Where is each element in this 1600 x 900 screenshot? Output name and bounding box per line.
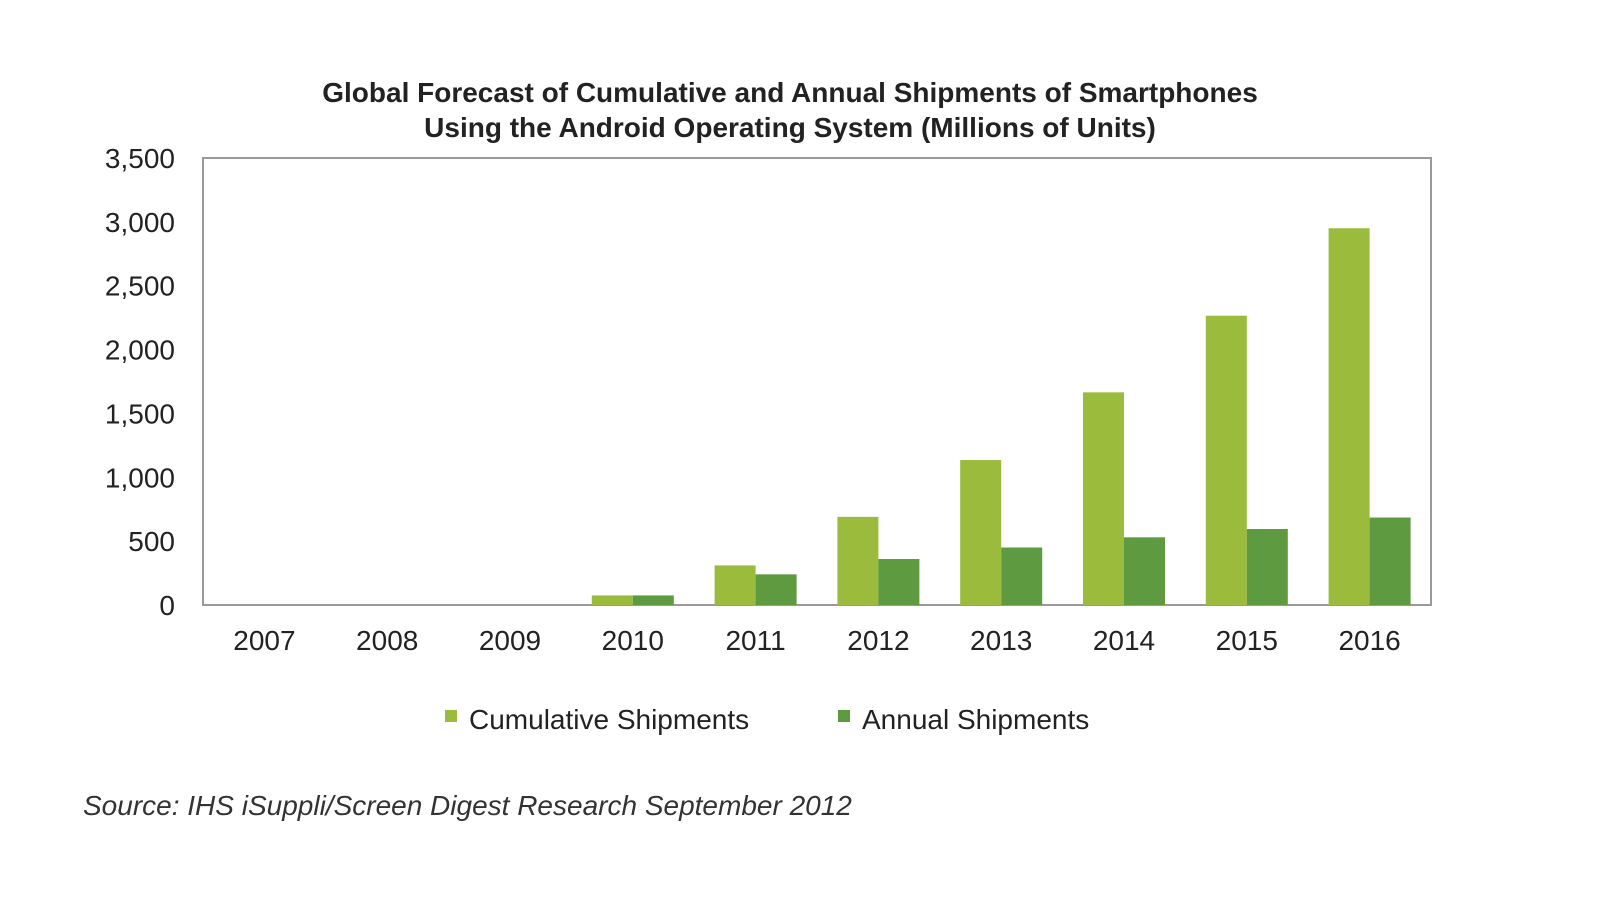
y-tick-label: 3,000 bbox=[105, 207, 175, 238]
chart-title-line-2: Using the Android Operating System (Mill… bbox=[424, 112, 1156, 143]
bar-cumulative-shipments-2010 bbox=[591, 595, 633, 605]
bar-cumulative-shipments-2015 bbox=[1205, 315, 1247, 605]
legend: Cumulative Shipments Annual Shipments bbox=[445, 704, 1089, 735]
bar-annual-shipments-2012 bbox=[878, 559, 920, 605]
x-tick-label: 2013 bbox=[970, 625, 1032, 656]
x-tick-label: 2016 bbox=[1338, 625, 1400, 656]
bar-cumulative-shipments-2014 bbox=[1083, 392, 1124, 605]
bar-cumulative-shipments-2012 bbox=[837, 516, 879, 605]
x-tick-label: 2011 bbox=[725, 625, 785, 656]
x-tick-label: 2010 bbox=[602, 625, 664, 656]
x-tick-label: 2012 bbox=[847, 625, 909, 656]
x-axis-ticks: 2007 2008 2009 2010 2011 2012 2013 2014 2015 2016 bbox=[233, 625, 1400, 656]
bar-cumulative-shipments-2016 bbox=[1328, 228, 1370, 605]
legend-swatch-cumulative-shipments bbox=[445, 710, 457, 722]
legend-label-cumulative-shipments: Cumulative Shipments bbox=[469, 704, 749, 735]
source-note: Source: IHS iSuppli/Screen Digest Resear… bbox=[83, 790, 852, 821]
y-tick-label: 0 bbox=[159, 590, 175, 621]
x-tick-label: 2014 bbox=[1093, 625, 1155, 656]
y-axis-ticks: 0 500 1,000 1,500 2,000 2,500 3,000 3,500 bbox=[105, 143, 175, 621]
bar-annual-shipments-2011 bbox=[755, 574, 797, 605]
y-tick-label: 3,500 bbox=[105, 143, 175, 174]
x-tick-label: 2008 bbox=[356, 625, 418, 656]
y-tick-label: 2,500 bbox=[105, 271, 175, 302]
y-tick-label: 2,000 bbox=[105, 335, 175, 366]
legend-swatch-annual-shipments bbox=[838, 710, 850, 722]
bar-annual-shipments-2013 bbox=[1001, 547, 1043, 605]
bar-cumulative-shipments-2013 bbox=[960, 460, 1002, 605]
plot-area-frame bbox=[202, 157, 1432, 606]
bar-annual-shipments-2016 bbox=[1369, 517, 1411, 605]
y-tick-label: 1,500 bbox=[105, 398, 175, 429]
x-tick-label: 2009 bbox=[479, 625, 541, 656]
y-tick-label: 500 bbox=[128, 526, 175, 557]
bar-annual-shipments-2014 bbox=[1124, 537, 1165, 605]
bar-cumulative-shipments-2011 bbox=[714, 565, 756, 605]
chart-title: Global Forecast of Cumulative and Annual… bbox=[322, 77, 1258, 143]
y-tick-label: 1,000 bbox=[105, 462, 175, 493]
x-tick-label: 2007 bbox=[233, 625, 295, 656]
bar-annual-shipments-2015 bbox=[1246, 529, 1288, 605]
legend-label-annual-shipments: Annual Shipments bbox=[862, 704, 1089, 735]
x-tick-label: 2015 bbox=[1216, 625, 1278, 656]
bar-annual-shipments-2010 bbox=[632, 595, 674, 605]
chart-title-line-1: Global Forecast of Cumulative and Annual… bbox=[322, 77, 1258, 108]
bars-group bbox=[591, 228, 1411, 605]
